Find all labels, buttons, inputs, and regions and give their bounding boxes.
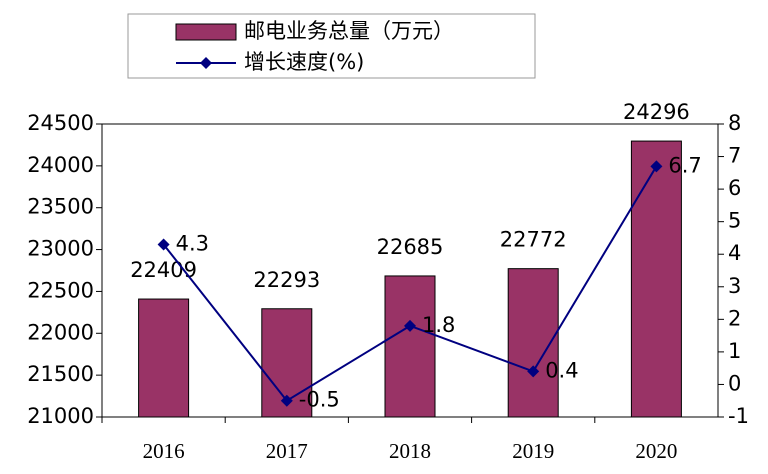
x-tick-label: 2019	[512, 439, 554, 463]
line-marker	[527, 365, 540, 378]
bar	[384, 275, 436, 418]
line-value-label: -0.5	[299, 388, 340, 412]
y2-tick-label: 8	[728, 111, 741, 135]
bar-value-label: 22409	[130, 258, 197, 282]
y-tick-label: 22000	[27, 320, 94, 344]
y-tick-label: 23000	[27, 237, 94, 261]
x-tick-label: 2017	[266, 439, 308, 463]
legend-marker	[200, 57, 212, 69]
y2-tick-label: -1	[728, 404, 749, 428]
line-marker	[280, 394, 293, 407]
line-value-label: 6.7	[668, 153, 701, 177]
y2-tick-label: 3	[728, 274, 741, 298]
y-tick-label: 24500	[27, 111, 94, 135]
bar	[630, 140, 682, 418]
legend-label: 增长速度(%)	[244, 50, 364, 74]
x-tick-label: 2020	[635, 439, 677, 463]
y2-tick-label: 0	[728, 371, 741, 395]
y2-tick-label: 6	[728, 176, 741, 200]
y-tick-label: 22500	[27, 278, 94, 302]
x-tick-label: 2018	[389, 439, 431, 463]
legend-swatch	[175, 23, 237, 41]
line-marker	[157, 238, 170, 251]
bar	[138, 298, 190, 418]
y-tick-label: 21000	[27, 404, 94, 428]
y2-tick-label: 1	[728, 339, 741, 363]
bar-value-label: 22685	[377, 235, 444, 259]
y-tick-label: 23500	[27, 195, 94, 219]
y2-tick-label: 7	[728, 144, 741, 168]
y-tick-label: 24000	[27, 153, 94, 177]
line-marker	[650, 160, 663, 173]
legend-label: 邮电业务总量（万元）	[244, 19, 454, 43]
bar-value-label: 22772	[500, 228, 567, 252]
y2-tick-label: 4	[728, 241, 741, 265]
y2-tick-label: 5	[728, 209, 741, 233]
line-marker	[404, 319, 416, 332]
line-value-label: 1.8	[422, 313, 455, 337]
y-tick-label: 21500	[27, 362, 94, 386]
bar-value-label: 24296	[623, 100, 690, 124]
line-value-label: 4.3	[176, 231, 209, 255]
line-value-label: 0.4	[545, 358, 578, 382]
x-tick-label: 2016	[143, 439, 185, 463]
bar-value-label: 22293	[253, 268, 320, 292]
y2-tick-label: 2	[728, 306, 741, 330]
